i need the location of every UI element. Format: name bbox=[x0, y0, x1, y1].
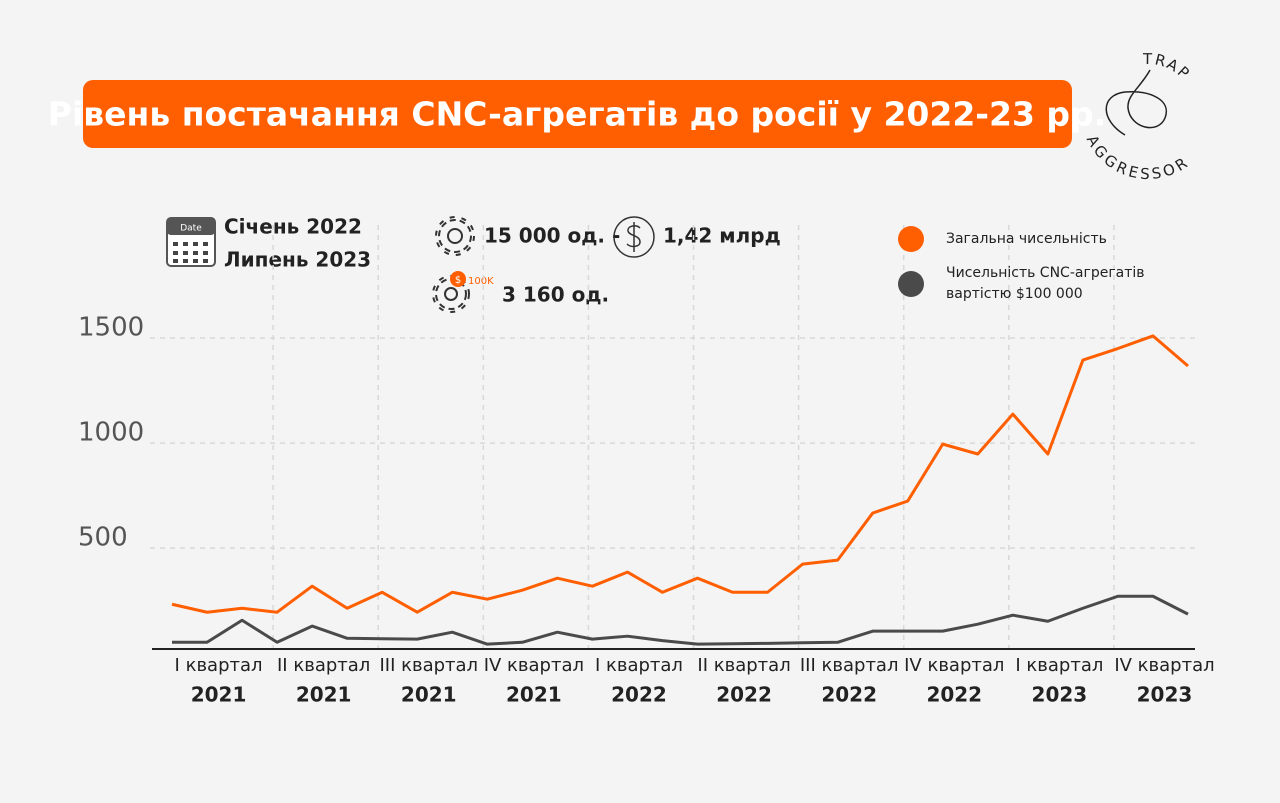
series-line bbox=[171, 334, 1189, 614]
x-tick-year: 2023 bbox=[1137, 683, 1193, 707]
series-line bbox=[172, 594, 1189, 646]
x-tick-label: IV квартал bbox=[1114, 655, 1214, 676]
badge-label: 100K bbox=[468, 276, 494, 287]
x-tick-label: II квартал bbox=[697, 655, 790, 676]
badge-dollar: $ bbox=[455, 275, 461, 286]
calendar-label: Date bbox=[180, 224, 202, 234]
x-tick-label: II квартал bbox=[277, 655, 370, 676]
legend-marker bbox=[898, 271, 924, 297]
logo-bottom: AGGRESSOR bbox=[1083, 132, 1192, 183]
y-tick-label: 500 bbox=[78, 523, 128, 553]
x-tick-label: I квартал bbox=[1015, 655, 1103, 676]
legend-label: Загальна чисельність bbox=[946, 231, 1107, 247]
period-end: Липень 2023 bbox=[224, 248, 371, 272]
y-tick-label: 1000 bbox=[78, 418, 144, 448]
x-tick-year: 2022 bbox=[821, 683, 877, 707]
title-banner bbox=[83, 80, 1072, 148]
dollar-icon bbox=[613, 216, 655, 258]
x-tick-year: 2023 bbox=[1032, 683, 1088, 707]
x-tick-year: 2021 bbox=[191, 683, 247, 707]
x-tick-year: 2022 bbox=[611, 683, 667, 707]
logo-bottom-path: AGGRESSOR bbox=[1083, 132, 1191, 183]
period-start: Січень 2022 bbox=[224, 215, 362, 239]
chart-title: Рівень постачання CNC-агрегатів до росії… bbox=[48, 95, 1106, 134]
total-cost: 1,42 млрд bbox=[663, 224, 781, 248]
x-tick-label: I квартал bbox=[175, 655, 263, 676]
logo-top-path: TRAP bbox=[1142, 50, 1192, 83]
x-tick-label: IV квартал bbox=[484, 655, 584, 676]
x-tick-label: IV квартал bbox=[904, 655, 1004, 676]
total-units: 15 000 од. - bbox=[484, 224, 620, 248]
expensive-units: 3 160 од. bbox=[502, 283, 609, 307]
legend-marker bbox=[898, 226, 924, 252]
y-tick-label: 1500 bbox=[78, 313, 144, 343]
badge bbox=[450, 271, 466, 287]
x-tick-year: 2022 bbox=[716, 683, 772, 707]
x-tick-year: 2021 bbox=[296, 683, 352, 707]
legend-label: Чисельність CNC-агрегатів вартістю $100 … bbox=[946, 265, 1145, 302]
x-tick-year: 2022 bbox=[926, 683, 982, 707]
x-tick-label: III квартал bbox=[800, 655, 899, 676]
logo-knot bbox=[1105, 69, 1168, 136]
x-tick-label: III квартал bbox=[379, 655, 478, 676]
x-tick-label: I квартал bbox=[595, 655, 683, 676]
x-tick-year: 2021 bbox=[401, 683, 457, 707]
gear-icon bbox=[435, 216, 475, 256]
logo-top: TRAP bbox=[1142, 50, 1194, 83]
x-tick-year: 2021 bbox=[506, 683, 562, 707]
calendar-icon: Date bbox=[166, 217, 216, 267]
